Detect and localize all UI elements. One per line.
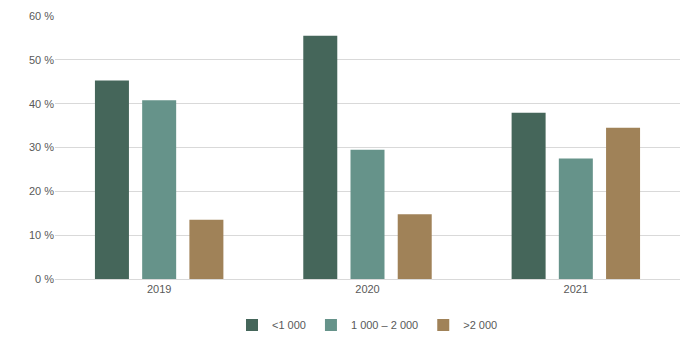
svg-text:50 %: 50 % xyxy=(29,54,54,66)
svg-text:60 %: 60 % xyxy=(29,10,54,22)
svg-text:>2 000: >2 000 xyxy=(463,319,497,331)
svg-text:20 %: 20 % xyxy=(29,185,54,197)
svg-text:2021: 2021 xyxy=(564,283,588,295)
svg-text:10 %: 10 % xyxy=(29,229,54,241)
svg-text:1 000 – 2 000: 1 000 – 2 000 xyxy=(351,319,418,331)
svg-text:2020: 2020 xyxy=(355,283,379,295)
svg-text:2019: 2019 xyxy=(147,283,171,295)
svg-text:<1 000: <1 000 xyxy=(272,319,306,331)
svg-text:30 %: 30 % xyxy=(29,141,54,153)
svg-text:0 %: 0 % xyxy=(35,273,54,285)
svg-text:40 %: 40 % xyxy=(29,98,54,110)
